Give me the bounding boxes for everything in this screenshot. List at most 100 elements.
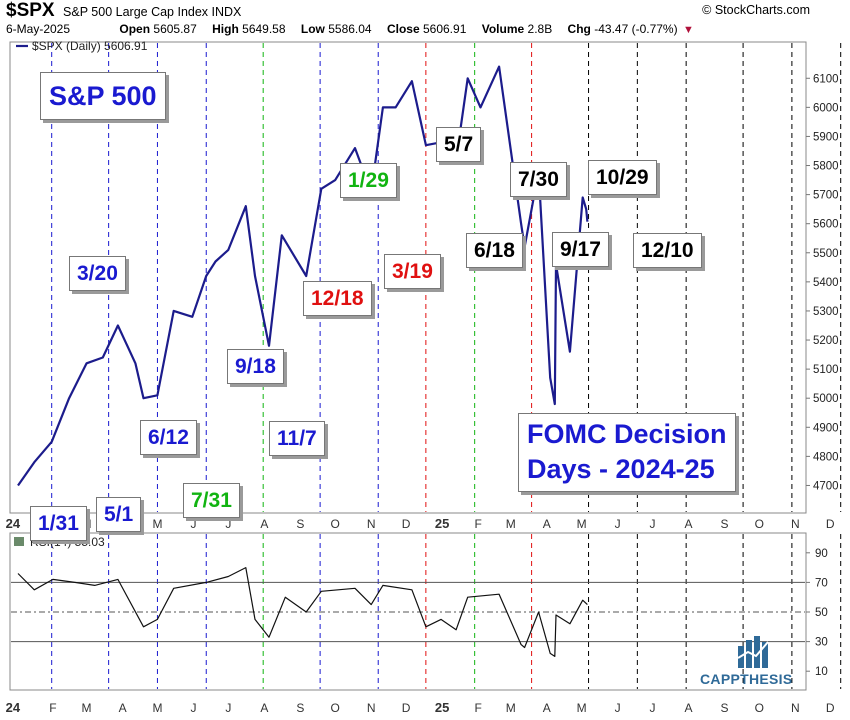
price-tick-label: 4800 [813, 451, 839, 463]
price-summary: 6-May-2025 Open 5605.87 High 5649.58 Low… [6, 22, 694, 36]
price-legend: $SPX (Daily) 5606.91 [16, 39, 148, 53]
x-tick-label: N [367, 701, 376, 715]
chg-label: Chg [567, 22, 591, 36]
fomc-label-6-12: 6/12 [140, 420, 197, 455]
price-tick-label: 5900 [813, 131, 839, 143]
high-value: 5649.58 [242, 22, 286, 36]
volume-value: 2.8B [527, 22, 553, 36]
x-tick-label: F [49, 701, 56, 715]
x-tick-label: A [260, 701, 268, 715]
x-tick-label: D [826, 517, 835, 531]
x-tick-label: N [367, 517, 376, 531]
volume-label: Volume [481, 22, 525, 36]
price-tick-label: 4900 [813, 422, 839, 434]
x-tick-label: 25 [435, 516, 449, 531]
fomc-label-3-19: 3/19 [384, 254, 441, 289]
low-value: 5586.04 [328, 22, 372, 36]
ticker-description: S&P 500 Large Cap Index INDX [63, 5, 242, 19]
x-tick-label: F [474, 701, 481, 715]
price-tick-label: 5000 [813, 393, 839, 405]
fomc-label-12-18: 12/18 [303, 281, 372, 316]
x-tick-label: 24 [6, 700, 21, 715]
fomc-label-1-31: 1/31 [30, 506, 87, 541]
open-value: 5605.87 [153, 22, 197, 36]
price-tick-label: 5200 [813, 335, 839, 347]
x-tick-label: O [755, 517, 764, 531]
x-tick-label: O [755, 701, 764, 715]
x-tick-label: 25 [435, 700, 449, 715]
fomc-label-5-1: 5/1 [96, 497, 142, 532]
x-tick-label: O [331, 701, 340, 715]
ticker-symbol: $SPX [6, 0, 55, 21]
fomc-label-7-31: 7/31 [183, 483, 240, 518]
x-tick-label: 24 [6, 516, 21, 531]
fomc-caption-line1: FOMC Decision [527, 419, 727, 449]
x-tick-label: M [506, 517, 516, 531]
price-tick-label: 6000 [813, 102, 839, 114]
x-tick-label: J [190, 701, 196, 715]
fomc-label-9-17: 9/17 [552, 232, 609, 267]
x-tick-label: A [684, 701, 692, 715]
chart-title-box: S&P 500 [40, 72, 166, 120]
x-tick-label: A [543, 701, 551, 715]
chg-value: -43.47 (-0.77%) [594, 22, 678, 36]
fomc-label-5-7: 5/7 [436, 127, 482, 162]
fomc-caption-line2: Days - 2024-25 [527, 454, 715, 484]
price-tick-label: 5400 [813, 277, 839, 289]
x-tick-label: S [296, 517, 304, 531]
close-label: Close [386, 22, 420, 36]
fomc-label-6-18: 6/18 [466, 233, 523, 268]
price-tick-label: 6100 [813, 73, 839, 85]
x-tick-label: S [296, 701, 304, 715]
x-tick-label: J [649, 701, 655, 715]
x-tick-label: J [615, 701, 621, 715]
x-tick-label: A [684, 517, 692, 531]
rsi-tick-label: 10 [815, 666, 828, 678]
x-tick-label: J [190, 517, 196, 531]
price-tick-label: 5500 [813, 248, 839, 260]
x-tick-label: M [577, 701, 587, 715]
fomc-label-3-20: 3/20 [69, 256, 126, 291]
x-tick-label: N [791, 701, 800, 715]
fomc-label-7-30: 7/30 [510, 162, 567, 197]
quote-date: 6-May-2025 [6, 22, 71, 36]
x-tick-label: J [225, 701, 231, 715]
price-panel-frame [9, 41, 807, 514]
price-tick-label: 5300 [813, 306, 839, 318]
close-value: 5606.91 [422, 22, 467, 36]
rsi-reference-lines [11, 581, 805, 643]
source-brand[interactable]: © StockCharts.com [702, 3, 810, 17]
rsi-axis-ticks: 10 30 50 70 90 [806, 548, 828, 678]
price-tick-label: 5700 [813, 190, 839, 202]
x-tick-label: A [260, 517, 268, 531]
fomc-caption-box: FOMC Decision Days - 2024-25 [518, 413, 736, 492]
x-tick-label: S [720, 701, 728, 715]
x-tick-label: S [720, 517, 728, 531]
down-arrow-icon: ▼ [682, 24, 694, 36]
low-label: Low [300, 22, 325, 36]
price-axis-ticks: 4700 4800 4900 5000 5100 5200 5300 5400 5500 5600… [806, 73, 839, 492]
high-label: High [212, 22, 239, 36]
rsi-x-axis-ticks: 24FMAMJJASOND25FMAMJJASOND26FMAM [6, 700, 835, 715]
rsi-tick-label: 50 [815, 607, 828, 619]
fomc-label-9-18: 9/18 [227, 349, 284, 384]
x-tick-label: D [402, 701, 411, 715]
x-tick-label: M [152, 517, 162, 531]
x-tick-label: M [152, 701, 162, 715]
x-tick-label: O [331, 517, 340, 531]
x-tick-label: J [615, 517, 621, 531]
x-tick-label: D [402, 517, 411, 531]
rsi-tick-label: 90 [815, 548, 828, 560]
price-tick-label: 4700 [813, 480, 839, 492]
x-tick-label: N [791, 517, 800, 531]
x-tick-label: A [543, 517, 551, 531]
x-tick-label: F [474, 517, 481, 531]
x-tick-label: A [119, 701, 127, 715]
price-tick-label: 5600 [813, 219, 839, 231]
fomc-label-10-29: 10/29 [588, 160, 657, 195]
fomc-label-12-10: 12/10 [633, 233, 702, 268]
open-label: Open [119, 22, 151, 36]
rsi-line[interactable] [17, 567, 588, 657]
rsi-tick-label: 70 [815, 577, 828, 589]
